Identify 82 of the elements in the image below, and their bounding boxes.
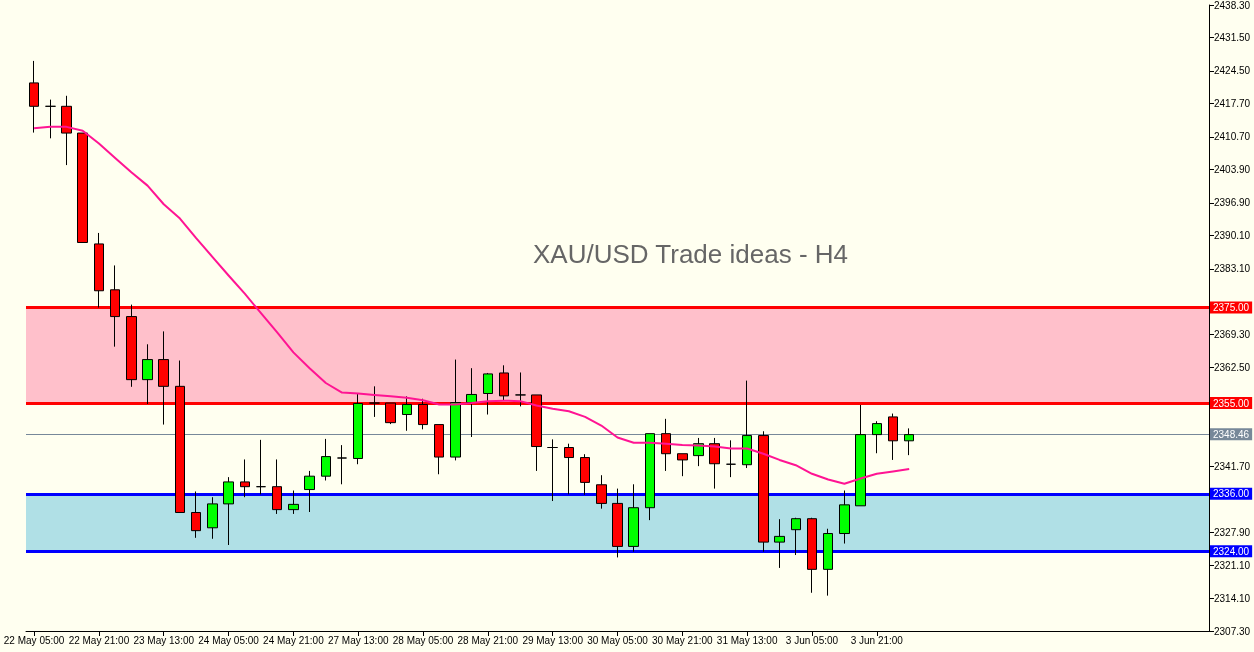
candlestick [645,433,655,521]
x-tick-label: 24 May 21:00 [263,634,325,646]
candlestick [29,60,39,134]
candlestick [855,404,866,507]
candlestick [304,470,315,513]
candlestick [434,424,444,475]
candlestick [807,517,817,594]
candlestick [288,490,299,515]
candlestick [823,528,833,597]
y-tick-label: 2314.10 [1214,593,1251,605]
candlestick [369,385,380,418]
y-tick-label: 2390.10 [1214,229,1251,241]
candlestick [61,95,72,166]
x-tick-label: 29 May 13:00 [522,634,584,646]
y-tick-label: 2431.50 [1214,31,1251,43]
y-tick-label: 2417.70 [1214,97,1251,109]
candlestick [888,413,898,461]
y-tick-label: 2438.30 [1214,0,1251,11]
y-tick-label: 2410.70 [1214,131,1251,143]
candlestick [142,343,153,405]
candlestick [483,372,493,416]
candlestick [402,395,412,432]
x-tick-label: 30 May 05:00 [587,634,649,646]
candlestick [45,99,56,139]
y-tick-label: 2403.90 [1214,163,1251,175]
candlestick [839,490,850,545]
candlestick [547,438,558,502]
candlestick [774,518,785,569]
candlestick [466,367,477,438]
candlestick [321,438,331,481]
y-tick-label: 2424.50 [1214,65,1251,77]
candlestick [207,496,218,540]
candlestick [628,483,639,553]
candlestick [450,359,461,461]
candlestick [240,458,250,498]
candlestick [872,420,882,454]
candlestick [726,439,736,478]
candlestick [677,453,688,477]
candlestick [758,430,769,553]
x-tick-label: 22 May 21:00 [68,634,130,646]
y-tick-label: 2369.30 [1214,329,1251,341]
candlestick [515,371,526,407]
x-tick-label: 22 May 05:00 [3,634,65,646]
y-tick-label: 2321.10 [1214,559,1251,571]
text: XAU/USD Trade ideas - H4 [533,239,849,269]
x-tick-label: 3 Jun 05:00 [785,634,839,646]
y-tick-label: 2396.90 [1214,197,1251,209]
candlestick [564,443,574,495]
ref-line-label: 2336.00 [1213,488,1250,500]
candlestick [580,453,590,496]
candlestick [596,474,607,510]
candlestick [223,476,234,546]
candlestick [272,458,282,515]
y-tick-label: 2341.70 [1214,461,1251,473]
x-tick-label: 3 Jun 21:00 [850,634,904,646]
candlestick [791,517,801,556]
ref-line-label: 2324.00 [1213,545,1250,557]
line-series [33,125,911,485]
candlestick [612,488,623,558]
y-tick-label: 2327.90 [1214,527,1251,539]
candlestick [77,132,88,243]
x-tick-label: 28 May 21:00 [457,634,519,646]
x-tick-label: 30 May 21:00 [652,634,714,646]
candlestick [353,393,363,465]
x-tick-label: 31 May 13:00 [716,634,778,646]
candlestick [661,418,671,472]
x-tick-label: 24 May 05:00 [198,634,260,646]
candlestick [742,380,752,469]
candlestick [499,364,509,401]
ref-line-label: 2375.00 [1213,301,1250,313]
y-tick-label: 2383.10 [1214,263,1251,275]
y-tick-label: 2362.50 [1214,361,1251,373]
candlestick [191,490,201,539]
candlestick [904,427,914,456]
y-tick-label: 2307.30 [1214,625,1251,637]
x-tick-label: 27 May 13:00 [327,634,389,646]
ref-line-label: 2348.46 [1213,428,1250,440]
candlestick [337,444,347,485]
ref-line-label: 2355.00 [1213,397,1250,409]
candlestick [256,439,266,495]
x-tick-label: 28 May 05:00 [392,634,454,646]
x-tick-label: 23 May 13:00 [133,634,195,646]
